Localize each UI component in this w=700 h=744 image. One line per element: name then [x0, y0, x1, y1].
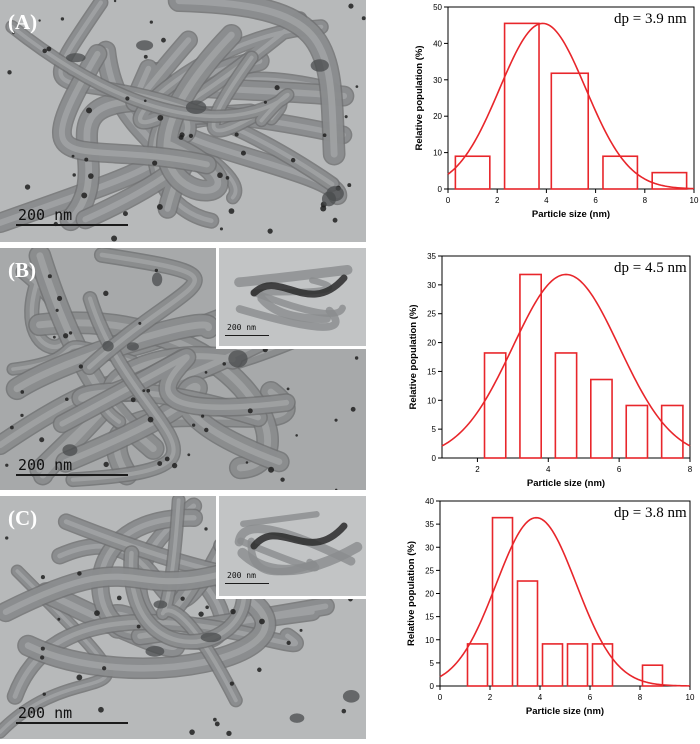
inset-scale-bar [225, 335, 269, 336]
x-tick-label: 2 [488, 693, 493, 702]
inset-scale-bar [225, 583, 269, 584]
y-tick-label: 0 [432, 454, 437, 463]
x-tick-label: 10 [686, 693, 695, 702]
y-tick-label: 35 [425, 520, 434, 529]
x-tick-label: 4 [544, 196, 549, 205]
y-axis-label: Relative population (%) [414, 45, 425, 150]
y-tick-label: 20 [425, 590, 434, 599]
x-tick-label: 6 [593, 196, 598, 205]
y-tick-label: 10 [425, 636, 434, 645]
tem-image-c: (C) 200 nm 200 nm [0, 496, 366, 739]
histogram-bar [554, 352, 578, 459]
x-tick-label: 6 [588, 693, 593, 702]
scale-bar-label: 200 nm [18, 456, 73, 474]
histogram-bar [454, 155, 491, 190]
scale-bar [16, 474, 128, 476]
y-tick-label: 40 [425, 497, 434, 506]
plot-frame [441, 255, 691, 459]
mean-diameter-annotation: dp = 3.8 nm [614, 505, 687, 521]
inset-texture [219, 496, 366, 596]
x-axis-label: Particle size (nm) [526, 706, 604, 717]
y-tick-label: 25 [425, 566, 434, 575]
y-tick-label: 25 [427, 310, 436, 319]
y-tick-label: 20 [427, 339, 436, 348]
panel-label: (A) [8, 10, 38, 34]
x-tick-label: 0 [446, 196, 451, 205]
histogram-svg: 0 2 4 6 8 10 0 5 10 15 20 25 30 35 40 Particle size (nm… [406, 497, 695, 717]
plot-frame [439, 500, 691, 687]
x-tick-label: 10 [690, 196, 699, 205]
histogram-bar [516, 580, 539, 687]
y-tick-label: 30 [427, 281, 436, 290]
y-tick-label: 5 [432, 425, 437, 434]
tem-image-a: (A) 200 nm [0, 0, 366, 242]
histogram-bar [519, 273, 542, 459]
gaussian-fit-curve [439, 516, 691, 687]
histogram-bar [566, 643, 589, 687]
x-tick-label: 6 [617, 465, 622, 474]
mean-diameter-annotation: dp = 3.9 nm [614, 11, 687, 27]
histogram-bar [550, 72, 590, 190]
x-tick-label: 2 [495, 196, 500, 205]
y-axis-label: Relative population (%) [406, 541, 417, 646]
inset-image: 200 nm [216, 248, 366, 349]
y-tick-label: 50 [433, 3, 442, 12]
y-tick-label: 10 [433, 149, 442, 158]
inset-texture [219, 248, 366, 346]
histogram-svg: 2 4 6 8 0 5 10 15 20 25 30 35 Particle size (nm) Rela… [408, 252, 693, 489]
y-tick-label: 15 [425, 613, 434, 622]
panel-label: (C) [8, 506, 38, 530]
gaussian-fit-curve [441, 273, 691, 447]
x-tick-label: 4 [538, 693, 543, 702]
y-tick-label: 10 [427, 396, 436, 405]
histogram-bar [591, 643, 614, 687]
x-tick-label: 0 [438, 693, 443, 702]
histogram-svg: 0 2 4 6 8 10 0 10 20 30 40 50 Particle size (nm) Rela… [414, 3, 699, 220]
y-tick-label: 40 [433, 39, 442, 48]
histogram-bar [541, 643, 564, 687]
histogram-bar [466, 643, 489, 687]
y-tick-label: 0 [430, 682, 435, 691]
histogram-bar [503, 22, 540, 190]
histogram-bar [602, 155, 639, 190]
y-tick-label: 30 [425, 543, 434, 552]
histogram-chart-a: 0 2 4 6 8 10 0 10 20 30 40 50 Particle size (nm) Rela… [396, 0, 700, 242]
inset-scale-label: 200 nm [227, 323, 256, 332]
x-tick-label: 8 [688, 465, 693, 474]
y-axis-label: Relative population (%) [408, 304, 419, 409]
nanotube-texture [0, 0, 366, 242]
mean-diameter-annotation: dp = 4.5 nm [614, 260, 687, 276]
scale-bar [16, 224, 128, 226]
y-tick-label: 5 [430, 659, 435, 668]
panel-label: (B) [8, 258, 36, 282]
x-tick-label: 2 [475, 465, 480, 474]
x-tick-label: 8 [643, 196, 648, 205]
y-tick-label: 0 [438, 185, 443, 194]
y-tick-label: 15 [427, 367, 436, 376]
x-axis-label: Particle size (nm) [532, 209, 610, 220]
inset-image: 200 nm [216, 496, 366, 599]
scale-bar [16, 722, 128, 724]
scale-bar-label: 200 nm [18, 704, 73, 722]
histogram-bar [651, 171, 688, 190]
inset-scale-label: 200 nm [227, 571, 256, 580]
y-tick-label: 30 [433, 76, 442, 85]
histogram-bar [641, 664, 664, 687]
y-tick-label: 35 [427, 252, 436, 261]
histogram-bar [491, 516, 514, 687]
histogram-bar [660, 404, 684, 459]
histogram-chart-c: 0 2 4 6 8 10 0 5 10 15 20 25 30 35 40 Particle size (nm… [396, 494, 700, 739]
x-tick-label: 8 [638, 693, 643, 702]
histogram-bar [625, 404, 649, 459]
scale-bar-label: 200 nm [18, 206, 73, 224]
gaussian-fit-curve [447, 22, 695, 190]
x-tick-label: 4 [546, 465, 551, 474]
plot-frame [447, 6, 695, 190]
tem-image-b: (B) 200 nm 200 nm [0, 248, 366, 490]
x-axis-label: Particle size (nm) [527, 478, 605, 489]
histogram-bar [483, 352, 507, 459]
y-tick-label: 20 [433, 112, 442, 121]
histogram-bar [590, 378, 613, 459]
histogram-chart-b: 2 4 6 8 0 5 10 15 20 25 30 35 Particle size (nm) Rela… [396, 248, 700, 490]
